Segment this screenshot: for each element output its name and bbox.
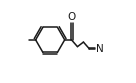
Text: N: N (96, 44, 104, 54)
Text: O: O (68, 12, 76, 22)
